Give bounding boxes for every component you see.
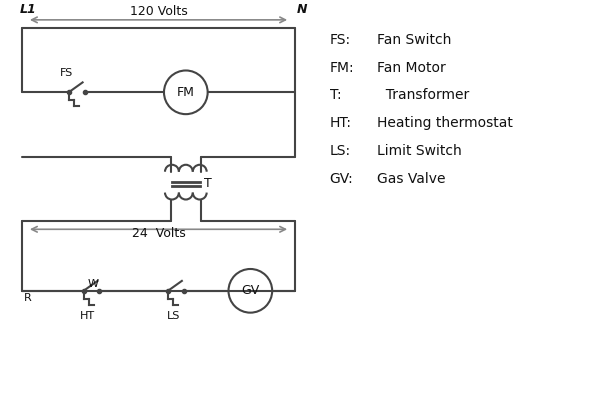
Text: 24  Volts: 24 Volts [132, 227, 185, 240]
Text: Limit Switch: Limit Switch [378, 144, 462, 158]
Text: L1: L1 [20, 3, 37, 16]
Text: Gas Valve: Gas Valve [378, 172, 446, 186]
Text: Transformer: Transformer [378, 88, 470, 102]
Text: FM: FM [177, 86, 195, 99]
Text: HT:: HT: [330, 116, 352, 130]
Text: N: N [297, 3, 307, 16]
Text: T:: T: [330, 88, 342, 102]
Text: FM:: FM: [330, 60, 355, 74]
Text: W: W [87, 279, 99, 289]
Text: GV: GV [241, 284, 260, 297]
Text: Fan Switch: Fan Switch [378, 33, 452, 47]
Text: FS: FS [60, 68, 73, 78]
Text: T: T [204, 177, 211, 190]
Text: LS: LS [167, 311, 181, 321]
Text: HT: HT [80, 311, 95, 321]
Text: 120 Volts: 120 Volts [130, 5, 188, 18]
Text: GV:: GV: [330, 172, 353, 186]
Text: R: R [24, 293, 32, 303]
Text: LS:: LS: [330, 144, 351, 158]
Text: Heating thermostat: Heating thermostat [378, 116, 513, 130]
Text: FS:: FS: [330, 33, 351, 47]
Text: Fan Motor: Fan Motor [378, 60, 446, 74]
